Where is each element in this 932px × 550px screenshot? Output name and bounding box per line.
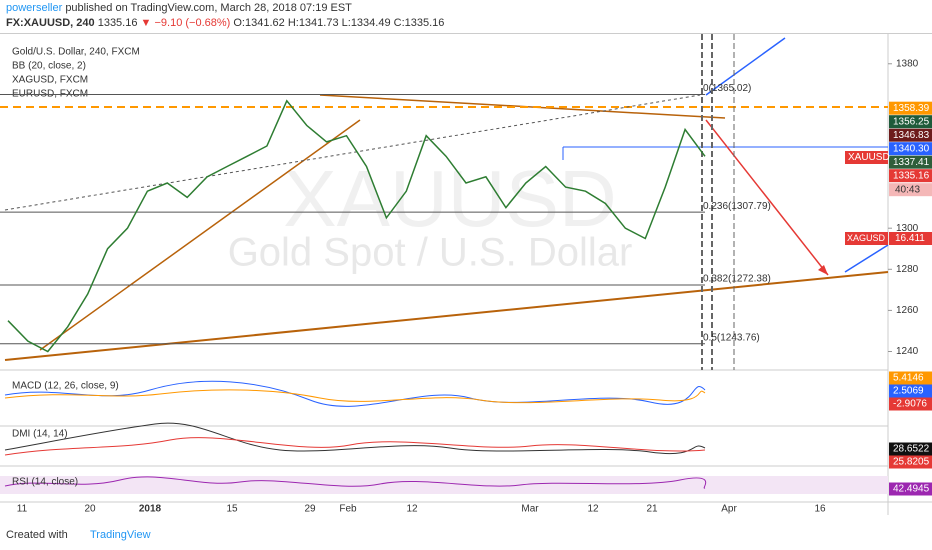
published: published on TradingView.com, March 28, …: [65, 2, 352, 14]
pane-tag: [889, 482, 932, 496]
y-tick-label: 1240: [896, 346, 919, 357]
legend-item: XAGUSD, FXCM: [12, 75, 88, 86]
price-line: [7, 99, 706, 353]
x-tick-label: 20: [84, 504, 96, 515]
footer-text: Created with: [6, 529, 68, 541]
symbol-value: [889, 232, 932, 245]
pane-tag-label: 28.6522: [893, 444, 930, 455]
projection: [705, 37, 786, 96]
price-tag-label: 1358.39: [893, 103, 930, 114]
pane-title: MACD (12, 26, close, 9): [12, 381, 119, 392]
x-tick-label: Feb: [339, 504, 357, 515]
pane-tag-label: 5.4146: [893, 373, 924, 384]
x-tick-label: 15: [226, 504, 238, 515]
legend-item: Gold/U.S. Dollar, 240, FXCM: [12, 47, 140, 58]
watermark-symbol: XAUUSD: [283, 154, 616, 243]
symbol: FX:XAUUSD, 240: [6, 17, 95, 29]
fib-label: 0(1365.02): [703, 83, 751, 94]
y-tick-label: 1260: [896, 305, 919, 316]
ohlc: H:1341.73: [287, 17, 339, 29]
fib-label: 0.5(1243.76): [703, 332, 760, 343]
x-tick-label: 12: [406, 504, 418, 515]
symbol-tag-label: XAUUSD: [848, 152, 890, 163]
author[interactable]: powerseller: [6, 2, 63, 14]
symbol-value-label: 16.411: [895, 233, 925, 244]
pane-tag-label: 2.5069: [893, 386, 924, 397]
pane-tag-label: -2.9076: [893, 399, 927, 410]
change: ▼ −9.10 (−0.68%): [140, 17, 231, 29]
dmi-minus: [4, 437, 706, 456]
rsi-line: [4, 476, 707, 489]
x-tick-label: 16: [814, 504, 826, 515]
fib-label: 0.382(1272.38): [703, 274, 771, 285]
price-tag: [889, 128, 932, 142]
pane-tag-label: 42.4945: [893, 484, 930, 495]
pane-title: DMI (14, 14): [12, 429, 68, 440]
macd-signal: [4, 389, 706, 404]
border: [0, 33, 932, 34]
price-tag-label: 1337.41: [893, 157, 930, 168]
countdown-tag: [889, 183, 932, 197]
watermark-name: Gold Spot / U.S. Dollar: [228, 231, 633, 275]
trendline: [39, 119, 361, 351]
last: 1335.16: [97, 17, 138, 29]
x-tick-label: 11: [17, 504, 28, 515]
pane-tag-label: 25.8205: [893, 457, 930, 468]
y-tick-label: 1280: [896, 264, 919, 275]
price-tag: [889, 155, 932, 169]
price-tag-label: 1340.30: [893, 143, 930, 154]
countdown: 40:43: [895, 184, 920, 195]
price-tag: [889, 169, 932, 183]
arrow: [705, 119, 829, 276]
arrowhead: [818, 265, 828, 275]
pane-title: RSI (14, close): [12, 477, 78, 488]
projection: [844, 244, 889, 273]
price-tag: [889, 101, 932, 115]
x-tick-label: 2018: [139, 504, 162, 515]
ohlc: O:1341.62: [233, 17, 285, 29]
footer-brand[interactable]: TradingView: [90, 529, 151, 541]
x-tick-label: 21: [646, 504, 658, 515]
symbol-line: FX:XAUUSD, 240 1335.16 ▼ −9.10 (−0.68%) …: [6, 17, 444, 29]
x-tick-label: Apr: [721, 504, 737, 515]
y-tick-label: 1380: [896, 58, 919, 69]
pane-tag: [889, 371, 932, 385]
pane-tag: [889, 442, 932, 456]
pane-tag: [889, 384, 932, 398]
pane-tag: [889, 455, 932, 469]
legend-item: BB (20, close, 2): [12, 61, 86, 72]
symbol-tag-label: XAGUSD: [847, 233, 886, 243]
dmi-adx: [4, 422, 706, 455]
price-tag: [889, 142, 932, 156]
x-tick-label: Mar: [521, 504, 539, 515]
price-tag-label: 1356.25: [893, 116, 930, 127]
price-tag: [889, 115, 932, 129]
price-tag-label: 1335.16: [893, 170, 930, 181]
fib-label: 0.236(1307.79): [703, 201, 771, 212]
ohlc: L:1334.49: [341, 17, 391, 29]
symbol-tag: [845, 151, 888, 164]
x-tick-label: 29: [304, 504, 316, 515]
price-tag-label: 1346.83: [893, 130, 930, 141]
pane-tag: [889, 397, 932, 411]
y-tick-label: 1300: [896, 223, 919, 234]
ohlc: C:1335.16: [393, 17, 445, 29]
trendline: [4, 271, 889, 361]
x-tick-label: 12: [587, 504, 599, 515]
macd-line: [4, 380, 706, 407]
symbol-tag: [845, 232, 888, 245]
publish-line: powerseller published on TradingView.com…: [6, 2, 352, 14]
rsi-band: [0, 476, 888, 494]
